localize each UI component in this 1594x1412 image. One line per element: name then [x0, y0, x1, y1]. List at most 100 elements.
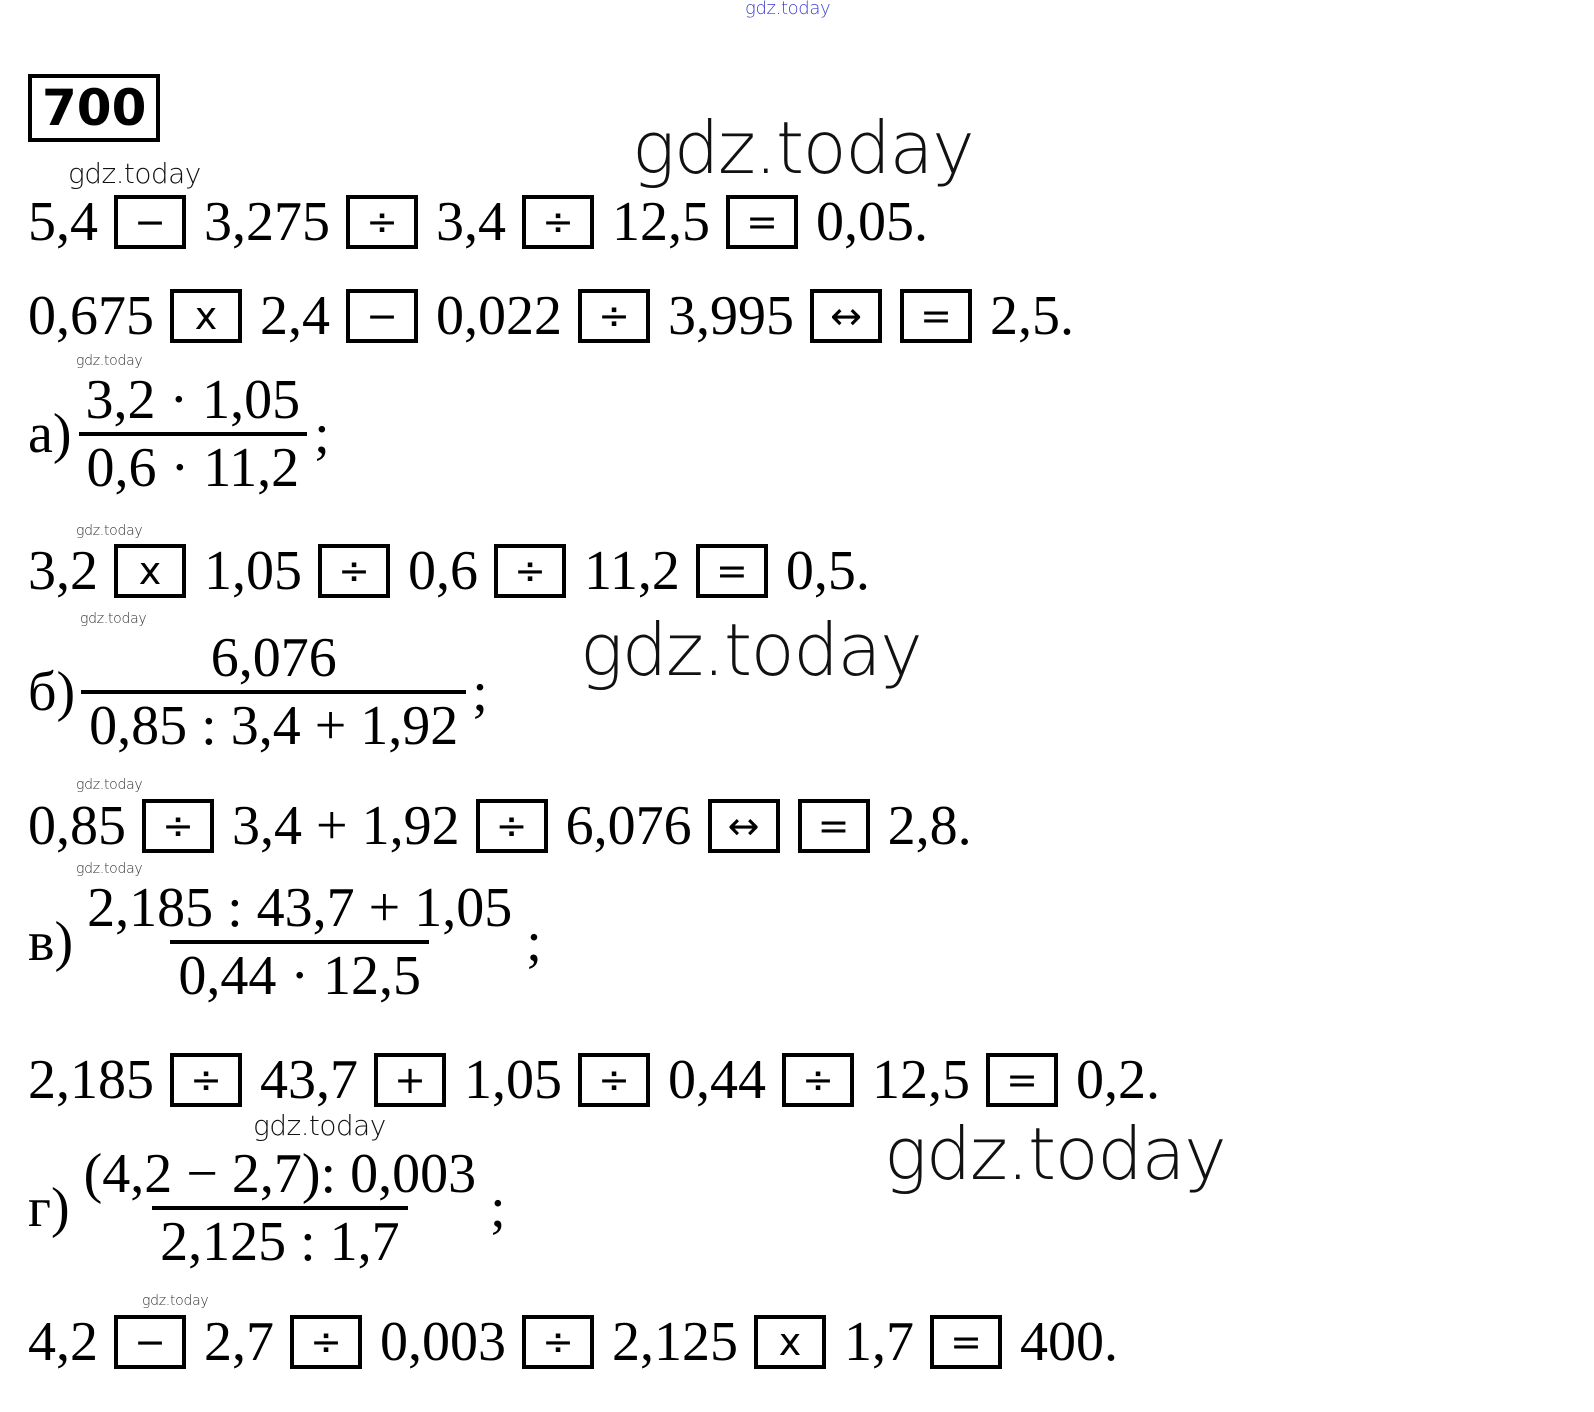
divide-key: ÷ [170, 1053, 242, 1107]
number: 12,5 [872, 1049, 970, 1111]
divide-key: ÷ [522, 195, 594, 249]
number: 0,44 [668, 1049, 766, 1111]
semicolon: ; [472, 661, 488, 723]
number: 0,05. [816, 191, 928, 253]
equals-key: = [695, 544, 768, 598]
calc-line-g: 4,2−2,7 ÷ 0,003 ÷ 2,125 x 1,7 = 400. [28, 1314, 1134, 1370]
number: 43,7 [260, 1049, 358, 1111]
divide-key: ÷ [318, 544, 390, 598]
multiply-key: x [170, 289, 242, 343]
divide-key: ÷ [346, 195, 418, 249]
item-label: а) [28, 403, 72, 465]
divide-key: ÷ [475, 799, 548, 853]
swap-key: ↔ [707, 799, 780, 853]
equals-key: = [726, 195, 798, 249]
numerator: 6,076 [210, 627, 337, 689]
calc-line-v: 2,185 ÷ 43,7 +1,05 ÷ 0,44 ÷ 12,5 = 0,2. [28, 1052, 1176, 1108]
fraction: 3,2 · 1,05 0,6 · 11,2 [78, 372, 309, 496]
item-label: г) [28, 1177, 70, 1239]
divide-key: ÷ [290, 1315, 362, 1369]
equals-key: = [930, 1315, 1002, 1369]
numerator: (4,2 − 2,7): 0,003 [83, 1143, 477, 1205]
number: 1,05 [464, 1049, 562, 1111]
number: 1,05 [204, 540, 302, 602]
number: 0,2. [1076, 1049, 1160, 1111]
item-label: б) [28, 661, 76, 723]
number: 3,995 [668, 285, 794, 347]
expression-a: а) 3,2 · 1,05 0,6 · 11,2; [28, 372, 330, 496]
denominator: 0,85 : 3,4 + 1,92 [81, 690, 467, 754]
calc-line-2: 0,675 x 2,4−0,022 ÷ 3,995 ↔ = 2,5. [28, 288, 1090, 344]
minus-key: − [346, 289, 418, 343]
watermark: gdz.today [80, 611, 147, 627]
numerator: 3,2 · 1,05 [85, 369, 301, 431]
watermark: gdz.today [76, 861, 143, 877]
watermark: gdz.today [884, 1112, 1227, 1196]
denominator: 0,44 · 12,5 [170, 940, 429, 1004]
watermark: gdz.today [76, 777, 143, 793]
semicolon: ; [490, 1177, 506, 1239]
number: 1,7 [844, 1311, 914, 1373]
number: 6,076 [565, 795, 692, 857]
number: 2,8. [887, 795, 972, 857]
divide-key: ÷ [782, 1053, 854, 1107]
fraction: 6,076 0,85 : 3,4 + 1,92 [81, 627, 467, 754]
number: 11,2 [584, 540, 680, 602]
equals-key: = [797, 799, 870, 853]
divide-key: ÷ [578, 1053, 650, 1107]
watermark: gdz.today [580, 608, 923, 692]
divide-key: ÷ [578, 289, 650, 343]
number: 12,5 [612, 191, 710, 253]
swap-key: ↔ [810, 289, 882, 343]
multiply-key: x [754, 1315, 826, 1369]
watermark: gdz.today [632, 106, 975, 190]
semicolon: ; [314, 403, 330, 465]
plus-key: + [374, 1053, 446, 1107]
denominator: 0,6 · 11,2 [78, 432, 308, 496]
number: 3,275 [204, 191, 330, 253]
watermark: gdz.today [253, 1109, 386, 1142]
number: 2,4 [260, 285, 330, 347]
divide-key: ÷ [494, 544, 566, 598]
number: 0,85 [28, 795, 126, 857]
watermark: gdz.today [142, 1293, 209, 1309]
item-label: в) [28, 911, 74, 973]
number: 2,125 [612, 1311, 738, 1373]
number: 3,4 [436, 191, 506, 253]
fraction: 2,185 : 43,7 + 1,05 0,44 · 12,5 [79, 880, 520, 1004]
number: 400. [1020, 1311, 1118, 1373]
watermark: gdz.today [68, 157, 201, 190]
semicolon: ; [526, 911, 542, 973]
watermark: gdz.today [76, 353, 143, 369]
number: 5,4 [28, 191, 98, 253]
number: 0,022 [436, 285, 562, 347]
watermark: gdz.today [745, 0, 831, 19]
divide-key: ÷ [522, 1315, 594, 1369]
watermark: gdz.today [76, 523, 143, 539]
expression-b: б) 6,076 0,85 : 3,4 + 1,92; [28, 630, 488, 754]
minus-key: − [114, 195, 186, 249]
divide-key: ÷ [142, 799, 214, 853]
equals-key: = [986, 1053, 1058, 1107]
calc-line-a: 3,2 x 1,05 ÷ 0,6 ÷ 11,2 = 0,5. [28, 543, 886, 599]
multiply-key: x [114, 544, 186, 598]
expression-v: в) 2,185 : 43,7 + 1,05 0,44 · 12,5; [28, 880, 542, 1004]
calc-line-b: 0,85 ÷ 3,4 + 1,92 ÷ 6,076 ↔ = 2,8. [28, 798, 988, 854]
equals-key: = [900, 289, 972, 343]
number: 3,4 + 1,92 [232, 795, 460, 857]
number: 2,7 [204, 1311, 274, 1373]
number: 0,5. [785, 540, 870, 602]
number: 0,003 [380, 1311, 506, 1373]
calc-line-1: 5,4−3,275 ÷ 3,4 ÷ 12,5 = 0,05. [28, 194, 944, 250]
number: 0,675 [28, 285, 154, 347]
number: 0,6 [408, 540, 478, 602]
number: 4,2 [28, 1311, 98, 1373]
expression-g: г) (4,2 − 2,7): 0,003 2,125 : 1,7; [28, 1146, 506, 1270]
minus-key: − [114, 1315, 186, 1369]
number: 2,185 [28, 1049, 154, 1111]
exercise-number: 700 [28, 74, 161, 142]
numerator: 2,185 : 43,7 + 1,05 [87, 877, 513, 939]
fraction: (4,2 − 2,7): 0,003 2,125 : 1,7 [76, 1146, 484, 1270]
denominator: 2,125 : 1,7 [152, 1206, 408, 1270]
number: 2,5. [990, 285, 1074, 347]
